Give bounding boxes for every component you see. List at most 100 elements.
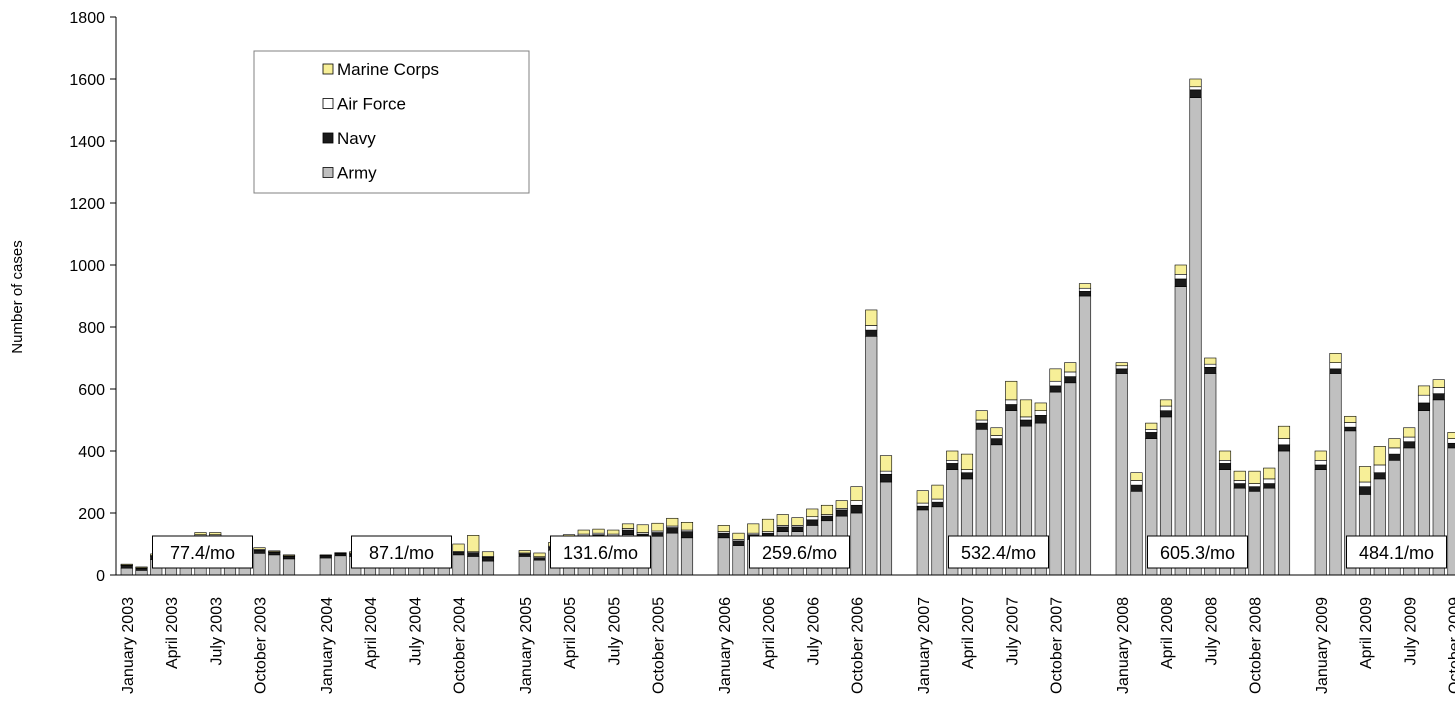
bar-segment-marine-corps	[135, 566, 148, 569]
bar-segment-navy	[1248, 486, 1261, 492]
bar-segment-army	[717, 537, 730, 576]
bar-segment-air-force	[1218, 459, 1232, 464]
legend-swatch	[322, 132, 334, 144]
bar-segment-army	[467, 556, 480, 576]
bar-segment-marine-corps	[1145, 422, 1158, 430]
x-tick-label: April 2006	[761, 597, 778, 669]
x-tick-label: October 2003	[253, 597, 270, 694]
bar-segment-marine-corps	[1078, 283, 1092, 289]
bar-segment-army	[282, 558, 296, 576]
x-tick-label: October 2004	[452, 597, 469, 694]
rate-annotation-text: 484.1/mo	[1359, 543, 1434, 563]
x-tick-label: July 2003	[208, 597, 225, 666]
bar-segment-navy	[1218, 463, 1232, 470]
rate-annotation-box	[1147, 535, 1248, 569]
x-ticks: January 2003 April 2003 July 2003 October 2…	[120, 597, 1455, 694]
bar-segment-navy	[1447, 442, 1455, 449]
bar-segment-army	[334, 555, 347, 576]
bar-segment-navy	[1344, 426, 1357, 432]
bar-segment-army	[1277, 450, 1291, 576]
bar-segment-army	[1314, 469, 1327, 576]
bar-segment-marine-corps	[282, 554, 296, 557]
bar-segment-air-force	[850, 500, 863, 506]
bar-segment-marine-corps	[1130, 472, 1143, 481]
bar-segment-marine-corps	[806, 508, 819, 518]
bar-segment-navy	[1174, 278, 1187, 288]
bar-segment-marine-corps	[1263, 467, 1276, 480]
bar-segment-army	[1064, 382, 1077, 576]
bar-segment-marine-corps	[1447, 432, 1455, 439]
x-tick-label: July 2007	[1004, 597, 1021, 666]
x-tick-label: July 2009	[1402, 597, 1419, 666]
bar-segment-navy	[1432, 393, 1445, 401]
bar-segment-air-force	[1204, 363, 1217, 368]
y-tick-label: 0	[96, 568, 105, 585]
bar-segment-navy	[1329, 368, 1342, 374]
bar-segment-marine-corps	[1403, 427, 1416, 438]
bar-segment-marine-corps	[990, 427, 1003, 436]
bar-segment-navy	[946, 463, 959, 470]
bar-segment-army	[253, 552, 266, 576]
bar-segment-marine-corps	[931, 484, 944, 500]
bar-segment-navy	[916, 505, 929, 511]
bar-segment-navy	[835, 509, 848, 517]
rate-annotation-text: 77.4/mo	[170, 543, 235, 563]
bar-segment-army	[1329, 373, 1342, 576]
y-axis-label: Number of cases	[9, 240, 26, 353]
bar-segment-air-force	[1049, 380, 1062, 387]
axes-layer	[115, 17, 1455, 576]
bar-segment-air-force	[879, 470, 893, 475]
bar-segment-marine-corps	[717, 525, 730, 532]
y-tick-label: 1600	[69, 72, 105, 89]
bar-segment-air-force	[990, 435, 1003, 439]
bar-segment-army	[680, 537, 694, 576]
bar-segment-navy	[1189, 89, 1202, 98]
bar-segment-marine-corps	[850, 486, 863, 501]
bar-segment-navy	[931, 501, 944, 508]
bar-segment-marine-corps	[680, 521, 694, 531]
y-tick-label: 1800	[69, 10, 105, 27]
rate-annotation-box	[351, 535, 452, 569]
bar-segment-marine-corps	[268, 550, 281, 553]
bar-segment-army	[651, 535, 664, 576]
bar-segment-marine-corps	[334, 552, 347, 554]
rate-annotation-box	[152, 535, 253, 569]
bar-segment-army	[1248, 490, 1261, 576]
bar-segment-navy	[268, 552, 281, 556]
bar-segment-marine-corps	[592, 528, 605, 534]
bar-segment-marine-corps	[1005, 380, 1018, 401]
bar-segment-navy	[879, 473, 893, 483]
bar-segment-air-force	[1189, 86, 1202, 91]
bar-segment-army	[533, 559, 546, 576]
bar-segment-air-force	[1314, 459, 1327, 466]
bar-segment-navy	[621, 529, 635, 535]
x-tick-label: January 2009	[1314, 597, 1331, 694]
rate-annotation-text: 259.6/mo	[762, 543, 837, 563]
bar-segment-navy	[253, 549, 266, 554]
x-tick-label: April 2007	[960, 597, 977, 669]
bar-segment-air-force	[1329, 362, 1342, 370]
bar-segment-marine-corps	[1277, 425, 1291, 439]
bar-segment-air-force	[1145, 428, 1158, 433]
legend-swatch	[322, 63, 334, 75]
x-tick-label: January 2004	[319, 597, 336, 694]
x-tick-label: January 2006	[717, 597, 734, 694]
y-tick-label: 1200	[69, 196, 105, 213]
bar-segment-navy	[1204, 366, 1217, 374]
bar-segment-air-force	[916, 502, 929, 507]
bar-segment-navy	[776, 526, 789, 532]
x-tick-label: April 2008	[1159, 597, 1176, 669]
bar-segment-navy	[1034, 415, 1047, 424]
bar-segment-army	[1078, 295, 1092, 576]
x-tick-label: July 2006	[805, 597, 822, 666]
bar-segment-marine-corps	[621, 523, 635, 529]
bar-segment-marine-corps	[194, 532, 207, 536]
x-tick-label: October 2009	[1447, 597, 1455, 694]
y-tick-label: 1400	[69, 134, 105, 151]
bar-segment-navy	[1064, 376, 1077, 384]
rate-annotation-text: 605.3/mo	[1160, 543, 1235, 563]
bar-segment-army	[1174, 286, 1187, 576]
bar-segment-air-force	[1248, 483, 1261, 487]
bar-segment-marine-corps	[467, 535, 480, 553]
